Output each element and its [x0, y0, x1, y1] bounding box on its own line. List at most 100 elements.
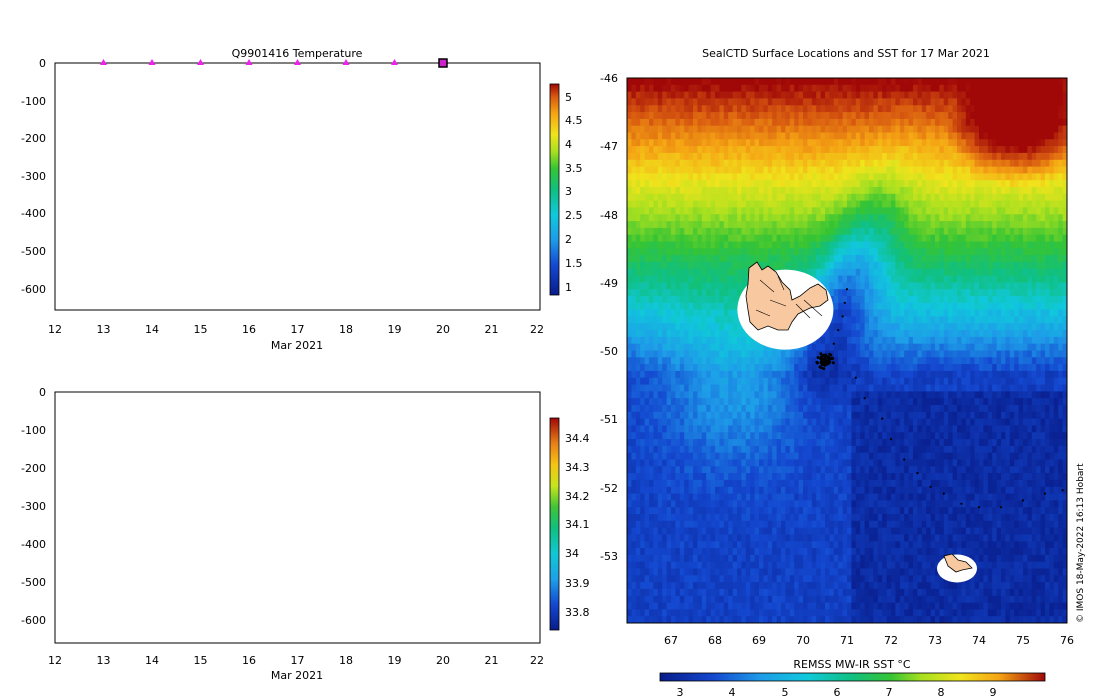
sst-cell — [957, 255, 962, 263]
sst-cell — [939, 91, 945, 99]
sst-cell — [789, 132, 795, 140]
sst-cell — [838, 180, 844, 188]
sst-cell — [653, 173, 659, 181]
sst-cell — [675, 241, 681, 249]
sst-cell — [1009, 193, 1015, 202]
sst-cell — [710, 84, 716, 93]
sst-cell — [926, 152, 932, 161]
sal-cbar-tick-34.2: 34.2 — [565, 490, 590, 503]
sst-cell — [684, 282, 690, 290]
sst-cell — [688, 316, 694, 324]
sst-cell — [895, 105, 901, 113]
sst-cell — [785, 78, 791, 86]
sst-cell — [864, 159, 870, 168]
sst-cell — [847, 200, 852, 208]
sst-cell — [697, 152, 703, 161]
sst-cell — [833, 132, 839, 140]
sst-cell — [745, 125, 751, 134]
sst-cell — [869, 234, 874, 243]
sst-cell — [1062, 221, 1067, 229]
sst-cell — [1005, 302, 1011, 311]
sst-cell — [851, 234, 857, 243]
sst-cell — [693, 200, 698, 208]
sst-cell — [979, 261, 984, 270]
sst-cell — [869, 152, 874, 161]
sst-cell — [750, 91, 756, 99]
sst-cell — [921, 248, 927, 256]
sst-cell — [684, 180, 690, 188]
sst-cell — [992, 241, 998, 249]
sst-cell — [869, 214, 874, 222]
sst-cell — [789, 214, 795, 222]
sst-cell — [675, 132, 681, 140]
sst-cell — [904, 193, 910, 202]
sst-cell — [684, 112, 690, 120]
sst-cell — [961, 207, 967, 215]
sst-cell — [776, 214, 782, 222]
sst-cell — [1040, 139, 1046, 147]
sst-cell — [728, 187, 734, 195]
sst-cell — [763, 91, 769, 99]
sst-cell — [723, 255, 729, 263]
sst-cell — [675, 261, 681, 270]
sst-cell — [693, 84, 698, 93]
sst-cell — [842, 152, 848, 161]
sst-cell — [873, 112, 879, 120]
sst-cell — [1036, 193, 1042, 202]
sst-cell — [1005, 221, 1011, 229]
sst-cell — [838, 118, 844, 127]
sst-cell — [1018, 180, 1024, 188]
salinity-colorbar-ticks: 33.8 33.9 34 34.1 34.2 34.3 34.4 — [565, 432, 590, 619]
sst-cell — [763, 200, 769, 208]
sst-cell — [926, 248, 932, 256]
sst-cell — [908, 112, 914, 120]
sst-cell — [882, 78, 888, 86]
sst-cell — [710, 268, 716, 277]
sst-cell — [697, 84, 703, 93]
sst-cell — [772, 207, 778, 215]
sst-cell — [1053, 234, 1059, 243]
sst-cell — [781, 193, 786, 202]
sst-cell — [657, 261, 663, 270]
sst-cell — [772, 118, 778, 127]
sst-cell — [649, 289, 654, 297]
sst-cell — [948, 248, 954, 256]
sst-cell — [1001, 255, 1006, 263]
sst-cell — [1053, 112, 1059, 120]
sst-cell — [1045, 132, 1050, 140]
sst-cell — [917, 282, 923, 290]
sst-cell — [833, 214, 839, 222]
sst-cell — [961, 200, 967, 208]
sst-cell — [943, 227, 949, 236]
sst-cell — [627, 296, 632, 304]
sst-cell — [855, 118, 861, 127]
sst-cell — [825, 180, 830, 188]
sst-cell — [701, 91, 707, 99]
sst-cell — [1018, 227, 1024, 236]
sst-cell — [957, 316, 962, 324]
sst-cell — [635, 193, 641, 202]
sst-cell — [820, 268, 826, 277]
sst-cell — [917, 214, 923, 222]
sst-cell — [1045, 268, 1050, 277]
sst-cell — [1005, 255, 1011, 263]
sst-cell — [1067, 126, 1072, 133]
sst-cell — [798, 180, 804, 188]
sst-cell — [644, 309, 650, 317]
sst-cell — [763, 173, 769, 181]
sst-cell — [657, 227, 663, 236]
sst-cell — [635, 159, 641, 168]
sst-cell — [803, 105, 808, 113]
sst-cell — [772, 193, 778, 202]
sst-cell — [939, 207, 945, 215]
sst-cell — [811, 139, 817, 147]
sst-cell — [706, 261, 712, 270]
sst-cell — [745, 132, 751, 140]
sst-cell — [679, 146, 685, 154]
sst-cell — [710, 173, 716, 181]
sst-cell — [732, 302, 738, 311]
sst-cell — [754, 241, 760, 249]
sst-cell — [1036, 214, 1042, 222]
sst-cell — [701, 268, 707, 277]
sst-cell — [719, 139, 725, 147]
